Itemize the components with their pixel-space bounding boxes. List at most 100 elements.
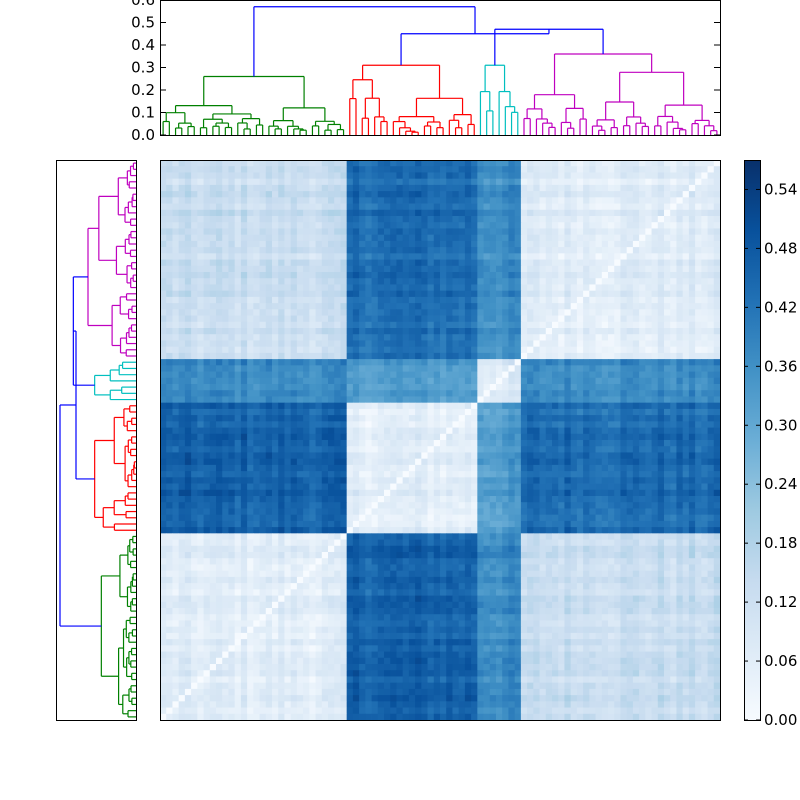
heatmap-cell [440,477,447,484]
heatmap-cell [440,315,447,323]
heatmap-cell [614,172,621,180]
heatmap-cell [682,296,690,304]
heatmap-cell [626,359,634,366]
heatmap-cell [601,197,609,204]
heatmap-cell [514,384,522,391]
heatmap-cell [303,160,310,167]
heatmap-cell [688,303,696,310]
heatmap-cell [184,433,192,441]
heatmap-cell [415,191,422,198]
heatmap-cell [222,402,229,410]
heatmap-cell [234,166,242,173]
heatmap-cell [701,296,708,304]
heatmap-cell [583,240,590,248]
heatmap-cell [464,272,472,279]
heatmap-cell [639,278,646,285]
heatmap-cell [589,496,596,503]
heatmap-cell [645,352,652,360]
heatmap-cell [527,321,534,329]
heatmap-cell [458,278,466,285]
heatmap-cell [384,315,391,323]
heatmap-cell [514,160,522,167]
heatmap-cell [228,240,236,248]
heatmap-cell [682,396,690,404]
heatmap-cell [477,446,484,453]
heatmap-cell [309,446,316,453]
heatmap-cell [545,359,553,366]
heatmap-cell [278,334,285,341]
heatmap-cell [321,477,329,484]
heatmap-cell [614,259,621,267]
heatmap-cell [427,390,435,397]
heatmap-cell [191,172,198,180]
heatmap-cell [209,402,217,410]
heatmap-cell [296,340,304,348]
heatmap-cell [670,458,677,466]
heatmap-cell [278,253,285,260]
heatmap-cell [365,446,372,453]
heatmap-cell [458,334,466,341]
heatmap-cell [539,309,547,316]
heatmap-cell [427,334,435,341]
heatmap-cell [545,296,553,304]
heatmap-cell [352,290,360,298]
heatmap-cell [545,377,553,385]
heatmap-cell [315,328,323,335]
heatmap-cell [483,191,491,198]
heatmap-cell [508,222,516,229]
heatmap-cell [396,421,404,428]
heatmap-cell [240,352,248,360]
heatmap-cell [713,191,721,198]
heatmap-cell [415,284,422,292]
heatmap-cell [184,464,192,472]
heatmap-cell [670,359,677,366]
heatmap-cell [502,452,509,460]
heatmap-cell [614,489,621,497]
heatmap-cell [359,427,366,435]
heatmap-cell [558,328,565,335]
heatmap-cell [265,315,273,323]
heatmap-cell [502,427,509,435]
heatmap-cell [253,471,260,478]
heatmap-cell [458,452,466,460]
heatmap-cell [303,278,310,285]
heatmap-cell [446,365,453,372]
heatmap-cell [477,278,484,285]
heatmap-cell [290,234,298,242]
heatmap-cell [377,390,385,397]
heatmap-cell [688,328,696,335]
heatmap-cell [520,259,528,267]
heatmap-cell [172,309,180,316]
heatmap-cell [346,433,354,441]
heatmap-cell [303,340,310,348]
heatmap-cell [160,365,167,372]
heatmap-cell [514,390,522,397]
heatmap-cell [303,390,310,397]
heatmap-cell [477,222,484,229]
heatmap-cell [632,440,640,447]
heatmap-cell [583,328,590,335]
heatmap-cell [483,421,491,428]
heatmap-cell [558,452,565,460]
heatmap-cell [384,234,391,242]
heatmap-cell [695,390,702,397]
heatmap-cell [483,296,491,304]
heatmap-cell [222,321,229,329]
heatmap-cell [309,216,316,223]
heatmap-cell [570,365,578,372]
heatmap-cell [508,197,516,204]
heatmap-cell [290,166,298,173]
heatmap-cell [328,346,335,354]
heatmap-cell [421,346,428,354]
heatmap-cell [489,203,497,211]
heatmap-cell [651,253,659,260]
heatmap-cell [384,272,391,279]
heatmap-cell [545,415,553,422]
heatmap-cell [191,340,198,348]
heatmap-cell [390,197,397,204]
heatmap-cell [346,452,354,460]
heatmap-cell [371,278,379,285]
heatmap-cell [433,334,441,341]
heatmap-cell [477,272,484,279]
heatmap-cell [477,290,484,298]
